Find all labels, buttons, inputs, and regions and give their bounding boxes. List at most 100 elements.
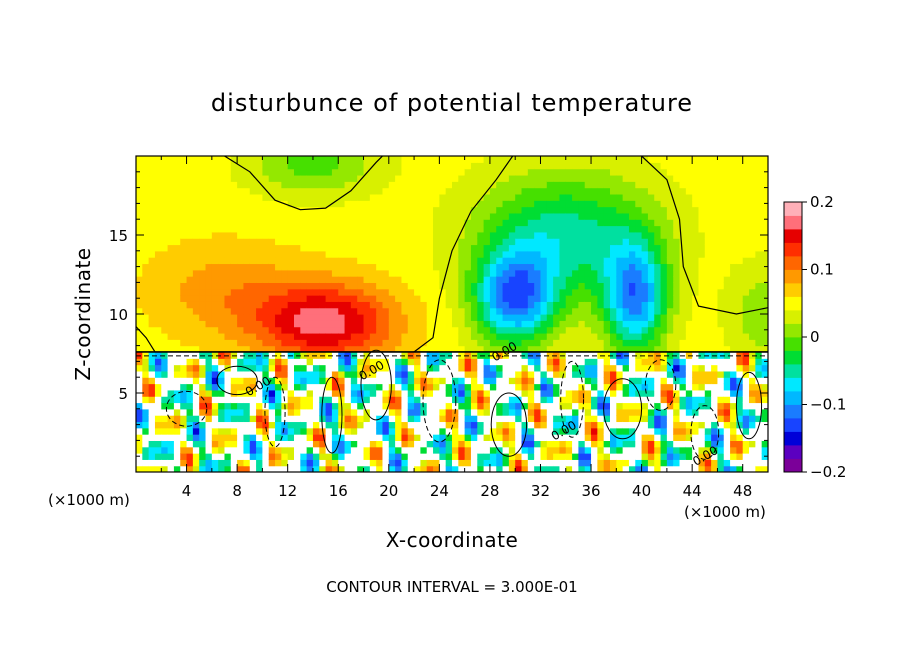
field-cell <box>464 244 472 252</box>
field-cell <box>306 168 314 176</box>
field-cell <box>489 465 497 472</box>
field-cell <box>730 465 737 472</box>
field-cell <box>489 181 497 189</box>
field-cell <box>578 339 586 347</box>
field-cell <box>553 459 561 467</box>
field-cell <box>167 307 175 315</box>
field-cell <box>230 257 238 265</box>
field-cell <box>584 339 592 347</box>
field-cell <box>154 402 162 410</box>
field-cell <box>211 288 219 296</box>
field-cell <box>433 231 440 239</box>
field-cell <box>325 181 333 189</box>
field-cell <box>685 465 693 472</box>
field-cell <box>622 389 630 397</box>
field-cell <box>420 187 428 195</box>
field-cell <box>388 389 396 397</box>
field-cell <box>395 383 403 391</box>
field-cell <box>711 269 719 277</box>
field-cell <box>142 257 150 265</box>
field-cell <box>723 238 731 246</box>
field-cell <box>237 377 245 385</box>
field-cell <box>199 225 207 233</box>
field-cell <box>685 257 693 265</box>
field-cell <box>622 402 630 410</box>
field-cell <box>331 314 339 321</box>
field-cell <box>414 263 421 271</box>
field-cell <box>237 345 245 353</box>
field-cell <box>186 231 194 239</box>
field-cell <box>180 295 188 302</box>
field-cell <box>711 257 719 265</box>
field-cell <box>300 238 308 246</box>
field-cell <box>262 377 270 385</box>
field-cell <box>553 269 561 277</box>
field-cell <box>249 250 257 258</box>
field-cell <box>540 351 548 359</box>
field-cell <box>572 238 579 246</box>
field-cell <box>610 250 617 258</box>
field-cell <box>666 408 674 416</box>
field-cell <box>647 446 655 454</box>
field-cell <box>243 174 251 182</box>
field-cell <box>268 276 276 283</box>
field-cell <box>167 421 175 429</box>
field-cell <box>470 168 478 176</box>
field-cell <box>363 421 371 429</box>
field-cell <box>508 276 516 283</box>
field-cell <box>224 212 232 220</box>
field-cell <box>717 225 725 233</box>
field-cell <box>534 168 542 176</box>
field-cell <box>502 326 510 334</box>
field-cell <box>230 465 238 472</box>
field-cell <box>591 421 598 429</box>
field-cell <box>281 332 289 340</box>
field-cell <box>502 225 510 233</box>
field-cell <box>496 263 504 271</box>
field-cell <box>749 314 756 321</box>
field-cell <box>369 307 377 315</box>
field-cell <box>483 459 491 467</box>
field-cell <box>312 396 320 404</box>
field-cell <box>628 301 636 309</box>
field-cell <box>546 453 554 460</box>
field-cell <box>470 257 478 265</box>
field-cell <box>407 459 415 467</box>
field-cell <box>502 206 510 214</box>
field-cell <box>628 269 636 277</box>
field-cell <box>186 339 194 347</box>
field-cell <box>262 427 270 435</box>
field-cell <box>622 307 630 315</box>
field-cell <box>521 301 529 309</box>
field-cell <box>483 396 491 404</box>
field-cell <box>136 402 143 410</box>
field-cell <box>224 440 232 448</box>
field-cell <box>186 181 194 189</box>
field-cell <box>692 244 700 252</box>
field-cell <box>300 257 308 265</box>
field-cell <box>647 282 655 290</box>
field-cell <box>224 174 232 182</box>
field-cell <box>458 162 466 170</box>
field-cell <box>180 219 188 227</box>
field-cell <box>730 231 737 239</box>
field-cell <box>186 219 194 227</box>
field-cell <box>704 200 712 208</box>
field-cell <box>489 339 497 347</box>
field-cell <box>603 156 611 163</box>
field-cell <box>540 370 548 378</box>
field-cell <box>616 219 624 227</box>
field-cell <box>433 396 440 404</box>
field-cell <box>515 459 523 467</box>
field-cell <box>610 200 617 208</box>
field-cell <box>338 307 346 315</box>
chart-title: disturbunce of potential temperature <box>211 89 693 117</box>
field-cell <box>211 219 219 227</box>
field-cell <box>237 370 245 378</box>
field-cell <box>534 415 542 423</box>
field-cell <box>717 206 725 214</box>
field-cell <box>224 257 232 265</box>
field-cell <box>338 370 346 378</box>
field-cell <box>287 282 295 290</box>
field-cell <box>591 314 598 321</box>
